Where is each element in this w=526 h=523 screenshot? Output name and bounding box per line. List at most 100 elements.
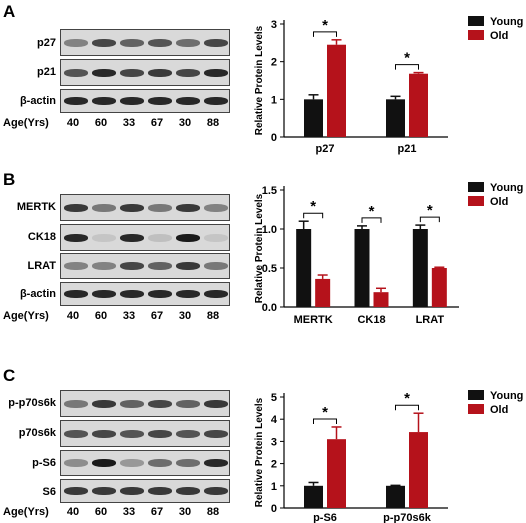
blot-band	[176, 399, 200, 408]
blot-band	[92, 429, 116, 438]
blot-band	[64, 262, 88, 270]
age-value: 88	[206, 117, 220, 129]
blot-row-label: MERTK	[16, 201, 56, 213]
age-value: 40	[66, 310, 80, 322]
blot-row-label: p70s6k	[18, 427, 56, 439]
y-tick-label: 2	[271, 459, 277, 471]
significance-mark: *	[427, 202, 433, 219]
y-tick-label: 5	[271, 392, 277, 404]
legend-swatch	[468, 182, 484, 192]
blot-band	[148, 429, 172, 438]
y-tick-label: 3	[271, 19, 277, 31]
significance-bracket	[303, 212, 324, 219]
blot-band	[120, 38, 144, 47]
blot-band	[120, 459, 144, 467]
legend-label: Young	[490, 16, 523, 28]
blot-band	[176, 68, 200, 77]
bar	[304, 99, 323, 137]
y-tick-label: 1	[271, 94, 277, 106]
significance-mark: *	[310, 198, 316, 215]
legend-label: Young	[490, 390, 523, 402]
blot-band	[176, 262, 200, 270]
blot-band	[92, 233, 116, 242]
age-value: 33	[122, 506, 136, 518]
blot-band	[148, 203, 172, 212]
panel-letter-c: C	[3, 366, 16, 385]
x-tick-label: CK18	[357, 314, 385, 326]
blot-strip	[60, 224, 230, 251]
legend-swatch	[468, 404, 484, 414]
x-tick-label: p27	[316, 143, 335, 155]
blot-band	[120, 97, 144, 105]
blot-band	[204, 38, 228, 47]
blot-band	[120, 290, 144, 298]
blot-strip	[60, 420, 230, 447]
blot-band	[204, 262, 228, 270]
legend-swatch	[468, 30, 484, 40]
blot-band	[148, 487, 172, 495]
y-tick-label: 0	[271, 503, 277, 515]
blot-band	[92, 68, 116, 77]
y-tick-label: 4	[271, 414, 278, 426]
significance-mark: *	[369, 203, 375, 220]
blot-band	[204, 68, 228, 77]
x-tick-label: LRAT	[416, 314, 445, 326]
x-tick-label: p21	[398, 143, 417, 155]
blot-band	[204, 203, 228, 212]
blot-band	[148, 38, 172, 47]
blot-row-label: p21	[37, 66, 56, 78]
blot-band	[64, 290, 88, 298]
blot-band	[204, 233, 228, 242]
y-tick-label: 1.0	[262, 224, 277, 236]
legend-label: Young	[490, 182, 523, 194]
bar	[386, 99, 405, 137]
age-value: 88	[206, 310, 220, 322]
age-value: 60	[94, 117, 108, 129]
blot-band	[120, 487, 144, 495]
significance-bracket	[395, 404, 419, 411]
age-label: Age(Yrs)	[3, 506, 49, 518]
blot-band	[64, 399, 88, 408]
x-tick-label: p-p70s6k	[383, 512, 432, 523]
panel-letter-a: A	[3, 2, 16, 21]
blot-band	[92, 203, 116, 212]
blot-band	[204, 290, 228, 298]
blot-band	[204, 399, 228, 408]
blot-band	[120, 233, 144, 242]
y-tick-label: 0.5	[262, 263, 277, 275]
age-label: Age(Yrs)	[3, 117, 49, 129]
blot-band	[176, 38, 200, 47]
blot-strip	[60, 450, 230, 476]
y-tick-label: 1	[271, 481, 277, 493]
blot-band	[176, 233, 200, 242]
y-tick-label: 0.0	[262, 302, 277, 314]
age-value: 67	[150, 117, 164, 129]
age-value: 67	[150, 310, 164, 322]
bar	[304, 485, 323, 508]
x-tick-label: p-S6	[313, 512, 337, 523]
y-tick-label: 1.5	[262, 185, 277, 197]
blot-strip	[60, 89, 230, 113]
blot-band	[92, 399, 116, 408]
blot-band	[64, 459, 88, 467]
blot-band	[120, 68, 144, 77]
significance-bracket	[419, 216, 440, 223]
x-tick-label: MERTK	[294, 314, 333, 326]
blot-band	[64, 38, 88, 47]
blot-band	[92, 487, 116, 495]
blot-strip	[60, 390, 230, 417]
blot-strip	[60, 194, 230, 221]
blot-band	[176, 487, 200, 495]
significance-bracket	[313, 418, 337, 424]
blot-row-label: p-p70s6k	[8, 397, 56, 409]
blot-strip	[60, 29, 230, 56]
y-axis-title: Relative Protein Levels	[254, 397, 265, 507]
age-label: Age(Yrs)	[3, 310, 49, 322]
y-tick-label: 0	[271, 132, 277, 144]
blot-band	[92, 262, 116, 270]
significance-mark: *	[404, 390, 410, 407]
blot-band	[204, 459, 228, 467]
bar	[431, 268, 447, 307]
legend-label: Old	[490, 404, 508, 416]
y-axis-title: Relative Protein Levels	[254, 25, 265, 135]
